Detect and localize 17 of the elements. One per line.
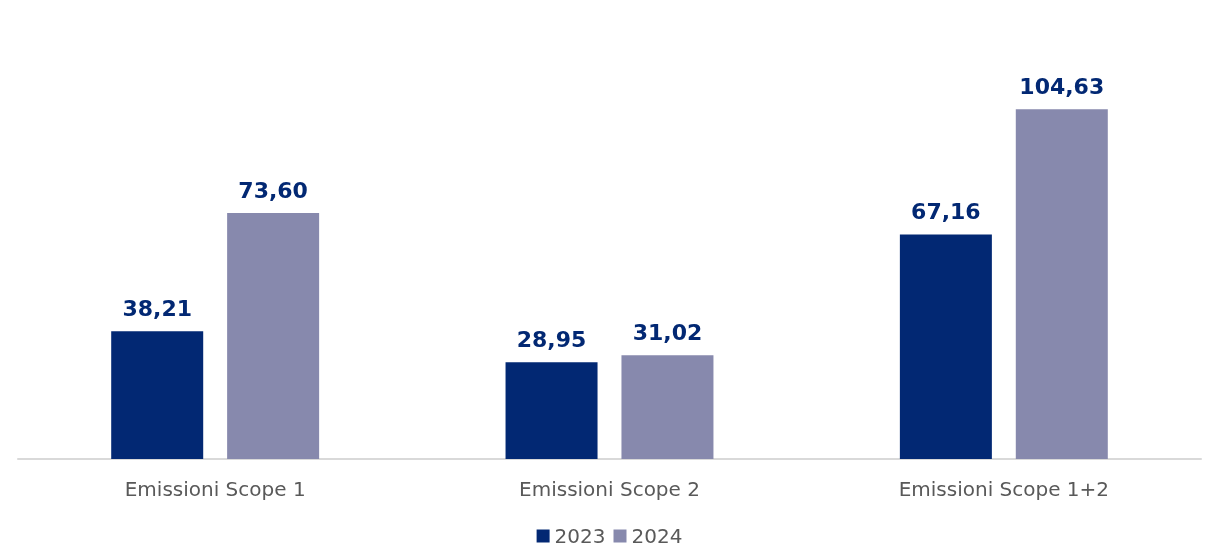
bar bbox=[111, 331, 204, 459]
x-tick-label: Emissioni Scope 1 bbox=[124, 477, 306, 501]
x-tick-label: Emissioni Scope 1+2 bbox=[898, 477, 1110, 501]
bar bbox=[621, 355, 714, 459]
legend-label: 2024 bbox=[631, 524, 683, 548]
bar bbox=[899, 234, 992, 459]
bar bbox=[227, 213, 320, 459]
data-label: 28,95 bbox=[516, 326, 587, 352]
data-label: 67,16 bbox=[911, 199, 981, 225]
data-label: 38,21 bbox=[122, 295, 192, 321]
data-label: 104,63 bbox=[1019, 73, 1105, 99]
x-tick-label: Emissioni Scope 2 bbox=[519, 477, 700, 501]
data-label: 31,02 bbox=[632, 319, 703, 345]
data-label: 73,60 bbox=[238, 177, 308, 203]
legend-label: 2023 bbox=[554, 524, 606, 548]
bar bbox=[1015, 109, 1108, 459]
bar bbox=[505, 362, 598, 459]
